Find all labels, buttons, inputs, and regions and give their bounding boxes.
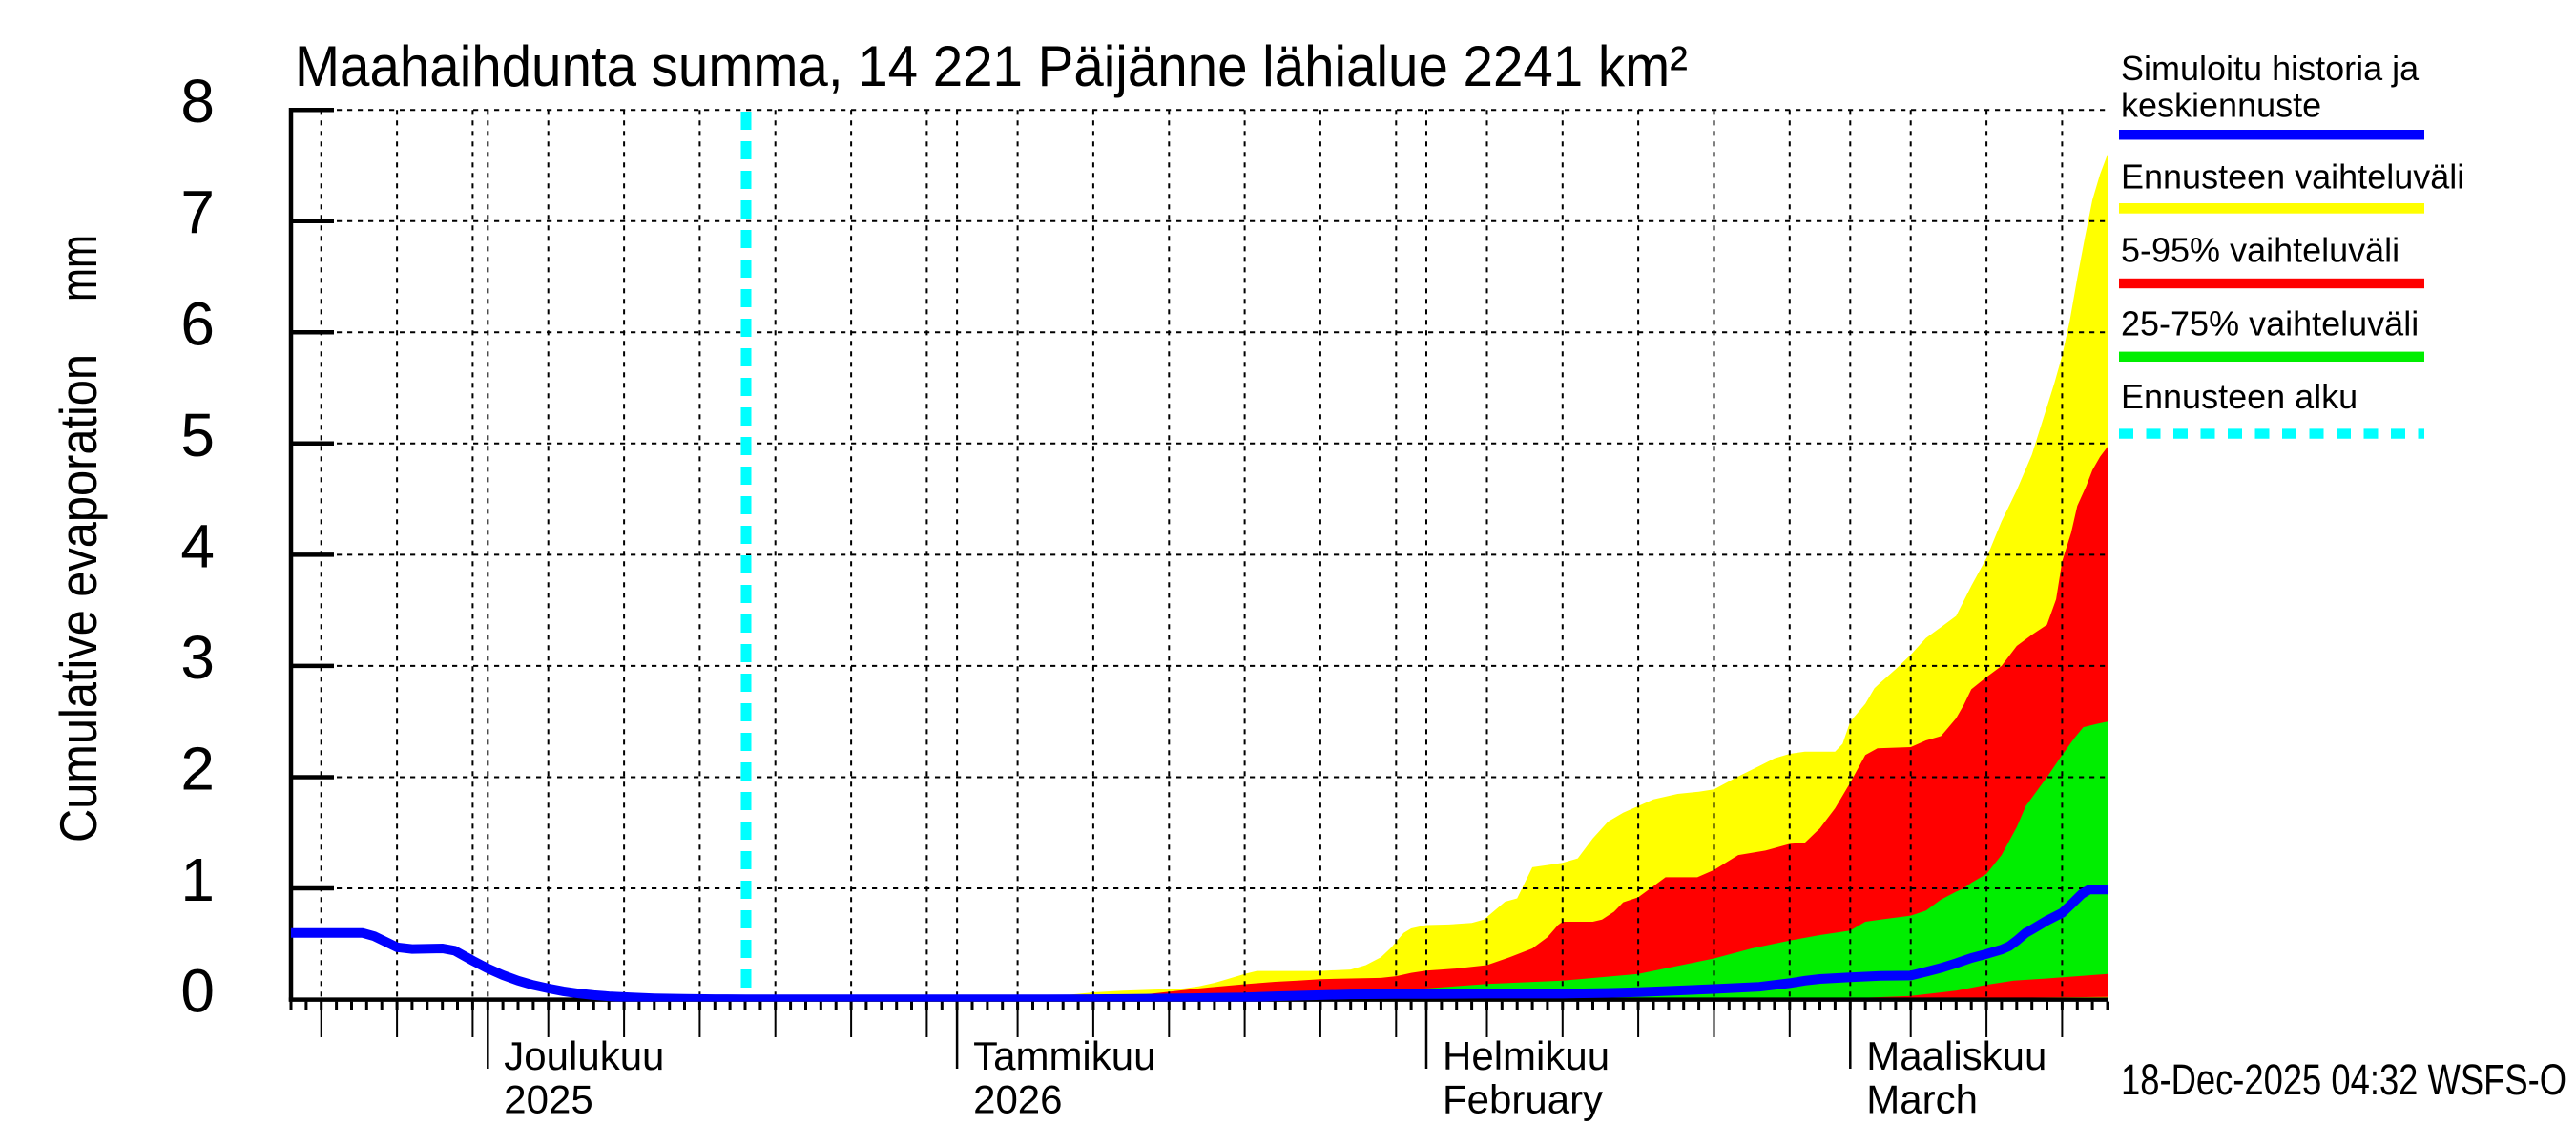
svg-text:5: 5 [180,401,215,469]
svg-text:Helmikuu: Helmikuu [1443,1033,1610,1078]
svg-text:3: 3 [180,623,215,692]
svg-text:6: 6 [180,289,215,358]
svg-text:March: March [1866,1077,1978,1122]
svg-text:Maaliskuu: Maaliskuu [1866,1033,2046,1078]
svg-text:0: 0 [180,957,215,1026]
svg-text:Maahaihdunta summa, 14 221 Päi: Maahaihdunta summa, 14 221 Päijänne lähi… [295,34,1688,98]
svg-text:4: 4 [180,511,215,580]
svg-text:8: 8 [180,67,215,135]
svg-text:7: 7 [180,178,215,247]
svg-text:Tammikuu: Tammikuu [973,1033,1155,1078]
svg-text:2: 2 [180,735,215,803]
svg-text:18-Dec-2025 04:32 WSFS-O: 18-Dec-2025 04:32 WSFS-O [2121,1055,2566,1104]
svg-text:February: February [1443,1077,1603,1122]
svg-text:2026: 2026 [973,1077,1062,1122]
svg-text:2025: 2025 [504,1077,592,1122]
svg-text:25-75% vaihteluväli: 25-75% vaihteluväli [2121,303,2419,343]
svg-text:mm: mm [49,235,108,302]
svg-text:5-95% vaihteluväli: 5-95% vaihteluväli [2121,230,2399,269]
svg-text:Joulukuu: Joulukuu [504,1033,664,1078]
svg-text:Ennusteen vaihteluväli: Ennusteen vaihteluväli [2121,157,2464,197]
svg-text:keskiennuste: keskiennuste [2121,86,2321,125]
svg-text:Cumulative evaporation: Cumulative evaporation [49,354,108,843]
svg-text:Ennusteen alku: Ennusteen alku [2121,377,2358,416]
svg-text:Simuloitu historia ja: Simuloitu historia ja [2121,49,2420,88]
svg-text:1: 1 [180,845,215,914]
